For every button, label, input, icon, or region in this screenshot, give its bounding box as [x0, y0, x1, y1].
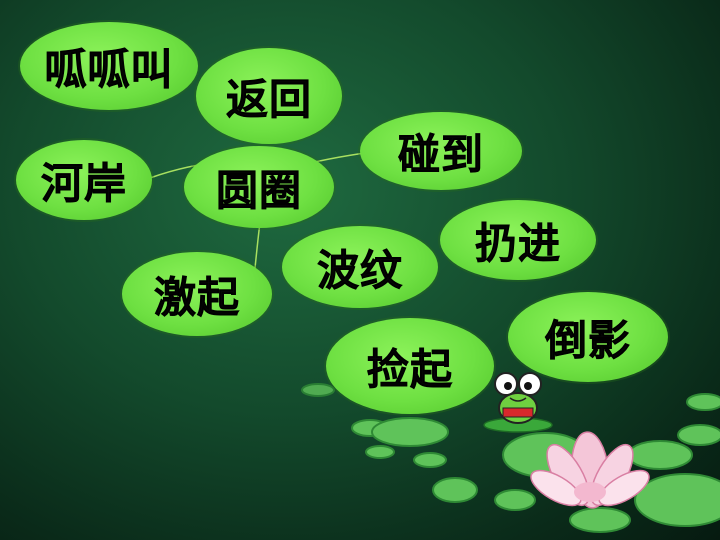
word-bubble-fanhui[interactable]: 返回: [196, 48, 342, 144]
word-label: 激起: [153, 272, 240, 322]
word-bubble-yuanquan[interactable]: 圆圈: [184, 146, 334, 228]
word-bubble-daoying[interactable]: 倒影: [508, 292, 668, 382]
word-label: 圆圈: [215, 165, 302, 215]
word-label: 河岸: [40, 158, 127, 208]
word-label: 返回: [225, 74, 312, 124]
word-bubble-jiqi[interactable]: 激起: [122, 252, 272, 336]
word-label: 呱呱叫: [44, 44, 174, 94]
lily-pads: [301, 383, 720, 533]
word-bubble-bowen[interactable]: 波纹: [282, 226, 438, 308]
word-label: 碰到: [397, 129, 484, 179]
word-bubble-jianqi[interactable]: 捡起: [326, 318, 494, 414]
word-bubble-hean[interactable]: 河岸: [16, 140, 152, 220]
word-label: 波纹: [316, 245, 403, 295]
frog-icon: [483, 372, 553, 433]
lotus-flower-icon: [530, 431, 650, 509]
word-label: 扔进: [474, 218, 561, 268]
word-label: 倒影: [544, 315, 631, 365]
word-bubble-pengdao[interactable]: 碰到: [360, 112, 522, 190]
word-bubble-guagua[interactable]: 呱呱叫: [20, 22, 198, 110]
word-label: 捡起: [366, 344, 453, 394]
word-bubble-rengjin[interactable]: 扔进: [440, 200, 596, 280]
